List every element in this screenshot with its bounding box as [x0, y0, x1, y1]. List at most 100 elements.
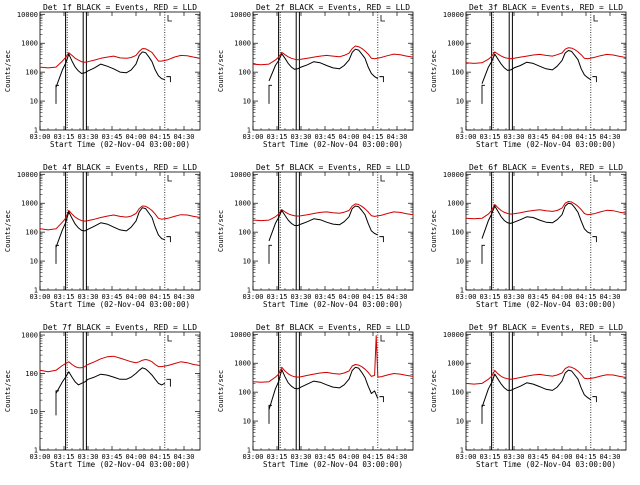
- y-tick-label: 100: [25, 69, 38, 77]
- events-end-marker: [379, 396, 384, 403]
- saa-bracket-marker: [380, 335, 385, 342]
- x-axis-label: Start Time (02-Nov-04 03:00:00): [50, 300, 190, 309]
- x-tick-label: 03:30: [77, 133, 98, 141]
- y-tick-label: 1: [460, 287, 464, 295]
- y-tick-label: 1: [247, 127, 251, 135]
- plot-frame: [39, 171, 201, 291]
- events-end-marker: [166, 378, 171, 387]
- plot-frame: [39, 331, 201, 451]
- panel-det-2: Det 2f BLACK = Events, RED = LLD 1 10 100 10…: [217, 3, 414, 149]
- series-events-line: [55, 51, 165, 88]
- events-end-marker: [379, 236, 384, 243]
- y-tick-label: 10: [30, 98, 38, 106]
- panel-det-1: Det 1f BLACK = Events, RED = LLD 1 10 100 10…: [4, 3, 201, 149]
- x-tick-label: 04:00: [125, 453, 146, 461]
- panel-det-4: Det 4f BLACK = Events, RED = LLD 1 10 100 10…: [4, 163, 201, 309]
- x-tick-label: 03:00: [29, 453, 50, 461]
- y-tick-label: 1: [460, 447, 464, 455]
- y-axis-label: Counts/sec: [217, 370, 225, 412]
- y-tick-label: 1000: [234, 360, 251, 368]
- saa-bracket-marker: [167, 175, 172, 182]
- x-axis-label: Start Time (02-Nov-04 03:00:00): [50, 460, 190, 469]
- x-tick-label: 03:45: [101, 453, 122, 461]
- x-tick-label: 03:15: [479, 293, 500, 301]
- x-axis-label: Start Time (02-Nov-04 03:00:00): [50, 140, 190, 149]
- series-events-line: [481, 202, 592, 239]
- series-lld-line: [465, 366, 627, 385]
- x-tick-label: 03:30: [77, 293, 98, 301]
- y-tick-label: 1: [247, 287, 251, 295]
- y-tick-label: 10: [456, 98, 464, 106]
- y-tick-label: 10000: [230, 331, 251, 339]
- panel-det-6: Det 6f BLACK = Events, RED = LLD 1 10 100 10…: [430, 163, 627, 309]
- events-gap-marker: [481, 244, 485, 264]
- y-tick-label: 10: [30, 408, 38, 416]
- y-axis-label: Counts/sec: [430, 210, 438, 252]
- y-tick-label: 10: [243, 258, 251, 266]
- y-tick-label: 100: [238, 229, 251, 237]
- x-axis-label: Start Time (02-Nov-04 03:00:00): [476, 140, 616, 149]
- x-tick-label: 03:00: [455, 453, 476, 461]
- y-tick-label: 100: [451, 229, 464, 237]
- series-lld-line: [465, 47, 627, 64]
- y-axis-label: Counts/sec: [430, 50, 438, 92]
- x-tick-label: 04:30: [173, 133, 194, 141]
- y-tick-label: 100: [451, 389, 464, 397]
- series-events-line: [481, 50, 592, 84]
- x-tick-label: 04:30: [599, 453, 620, 461]
- y-tick-label: 1: [460, 127, 464, 135]
- events-end-marker: [379, 76, 384, 83]
- series-events-line: [268, 366, 379, 410]
- x-tick-label: 03:45: [101, 133, 122, 141]
- y-axis-label: Counts/sec: [4, 210, 12, 252]
- y-tick-label: 1000: [447, 200, 464, 208]
- events-gap-marker: [481, 404, 485, 424]
- y-axis-label: Counts/sec: [4, 50, 12, 92]
- series-lld-line: [252, 335, 414, 383]
- series-lld-line: [465, 201, 627, 220]
- y-tick-label: 10: [30, 258, 38, 266]
- series-lld-line: [39, 355, 201, 373]
- y-tick-label: 1000: [21, 40, 38, 48]
- y-tick-label: 100: [238, 69, 251, 77]
- y-axis-label: Counts/sec: [4, 370, 12, 412]
- y-tick-label: 1000: [21, 200, 38, 208]
- events-gap-marker: [268, 84, 272, 104]
- y-tick-label: 10000: [17, 11, 38, 19]
- x-tick-label: 04:15: [362, 453, 383, 461]
- x-tick-label: 03:30: [503, 453, 524, 461]
- x-tick-label: 03:00: [455, 133, 476, 141]
- events-end-marker: [592, 236, 597, 243]
- panel-title: Det 4f BLACK = Events, RED = LLD: [43, 163, 197, 172]
- x-tick-label: 04:00: [338, 133, 359, 141]
- events-gap-marker: [55, 84, 59, 104]
- y-tick-label: 10: [456, 418, 464, 426]
- y-tick-label: 10: [243, 418, 251, 426]
- events-gap-marker: [55, 244, 59, 264]
- x-tick-label: 04:30: [386, 293, 407, 301]
- y-axis-label: Counts/sec: [217, 210, 225, 252]
- saa-bracket-marker: [167, 15, 172, 22]
- series-events-line: [55, 207, 165, 248]
- x-tick-label: 03:30: [503, 133, 524, 141]
- saa-bracket-marker: [593, 175, 598, 182]
- panel-title: Det 9f BLACK = Events, RED = LLD: [469, 323, 623, 332]
- x-tick-label: 04:00: [125, 133, 146, 141]
- x-tick-label: 04:15: [575, 293, 596, 301]
- events-gap-marker: [55, 390, 59, 416]
- series-events-line: [481, 369, 592, 408]
- series-events-line: [268, 48, 379, 82]
- plot-frame: [252, 331, 414, 451]
- x-tick-label: 04:15: [149, 133, 170, 141]
- x-tick-label: 04:00: [551, 453, 572, 461]
- x-axis-label: Start Time (02-Nov-04 03:00:00): [263, 300, 403, 309]
- events-end-marker: [592, 76, 597, 83]
- x-tick-label: 04:15: [575, 453, 596, 461]
- y-tick-label: 100: [238, 389, 251, 397]
- x-tick-label: 03:15: [266, 293, 287, 301]
- saa-bracket-marker: [167, 335, 172, 342]
- x-tick-label: 04:15: [575, 133, 596, 141]
- x-tick-label: 04:15: [149, 293, 170, 301]
- x-tick-label: 03:45: [314, 453, 335, 461]
- y-tick-label: 10000: [443, 331, 464, 339]
